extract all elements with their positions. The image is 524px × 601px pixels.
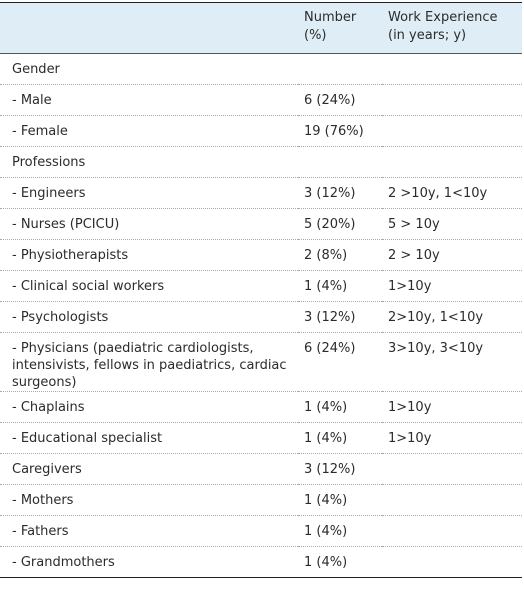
table-row: - Physicians (paediatric cardiologists, …: [0, 332, 522, 392]
header-cell: Number (%): [298, 2, 382, 54]
number-cell: 1 (4%): [298, 515, 382, 547]
number-cell: 1 (4%): [298, 484, 382, 516]
table-row: - Chaplains 1 (4%) 1>10y: [0, 391, 522, 423]
experience-cell: 3>10y, 3<10y: [382, 332, 522, 392]
table-row: - Educational specialist 1 (4%) 1>10y: [0, 422, 522, 454]
table-row: Professions: [0, 146, 522, 178]
experience-cell: 1>10y: [382, 422, 522, 454]
table-row: Gender: [0, 53, 522, 85]
experience-cell: [382, 453, 522, 485]
label-cell: - Fathers: [0, 515, 298, 547]
table-body: Gender - Male 6 (24%) - Female 19 (76%) Profe…: [0, 53, 522, 578]
number-cell: 1 (4%): [298, 270, 382, 302]
experience-cell: 5 > 10y: [382, 208, 522, 240]
table-row: - Mothers 1 (4%): [0, 484, 522, 516]
experience-cell: 2 >10y, 1<10y: [382, 177, 522, 209]
number-cell: 6 (24%): [298, 84, 382, 116]
label-cell: - Mothers: [0, 484, 298, 516]
number-cell: 3 (12%): [298, 301, 382, 333]
experience-cell: [382, 547, 522, 578]
experience-cell: 2 > 10y: [382, 239, 522, 271]
label-cell: Caregivers: [0, 453, 298, 485]
label-cell: - Clinical social workers: [0, 270, 298, 302]
number-cell: 6 (24%): [298, 332, 382, 392]
experience-cell: [382, 84, 522, 116]
label-cell: - Engineers: [0, 177, 298, 209]
experience-cell: 2>10y, 1<10y: [382, 301, 522, 333]
table-row: - Female 19 (76%): [0, 115, 522, 147]
label-cell: - Nurses (PCICU): [0, 208, 298, 240]
experience-cell: [382, 515, 522, 547]
number-cell: 19 (76%): [298, 115, 382, 147]
label-cell: Gender: [0, 53, 298, 85]
label-cell: - Chaplains: [0, 391, 298, 423]
table-row: - Male 6 (24%): [0, 84, 522, 116]
label-cell: - Physiotherapists: [0, 239, 298, 271]
label-cell: - Female: [0, 115, 298, 147]
label-cell: - Grandmothers: [12, 555, 115, 570]
label-cell: - Psychologists: [0, 301, 298, 333]
label-cell: Professions: [0, 146, 298, 178]
label-cell: - Physicians (paediatric cardiologists, …: [0, 332, 298, 392]
header-row: Number (%) Work Experience (in years; y): [0, 2, 522, 54]
table-row: - Engineers 3 (12%) 2 >10y, 1<10y: [0, 177, 522, 209]
experience-cell: [382, 115, 522, 147]
number-cell: 1 (4%): [298, 422, 382, 454]
experience-cell: [382, 484, 522, 516]
experience-cell: [382, 146, 522, 178]
number-cell: 1 (4%): [298, 391, 382, 423]
header-cell: Work Experience (in years; y): [382, 2, 522, 54]
number-cell: [298, 146, 382, 178]
experience-cell: 1>10y: [382, 270, 522, 302]
number-cell: 3 (12%): [298, 177, 382, 209]
table-row: - Clinical social workers 1 (4%) 1>10y: [0, 270, 522, 302]
table-row: - Psychologists 3 (12%) 2>10y, 1<10y: [0, 301, 522, 333]
number-cell: 5 (20%): [298, 208, 382, 240]
experience-cell: [382, 53, 522, 85]
number-cell: 1 (4%): [304, 555, 348, 570]
table-row: - Physiotherapists 2 (8%) 2 > 10y: [0, 239, 522, 271]
label-cell: - Educational specialist: [0, 422, 298, 454]
number-cell: 2 (8%): [298, 239, 382, 271]
table-row: - Fathers 1 (4%): [0, 515, 522, 547]
table-row: Caregivers 3 (12%): [0, 453, 522, 485]
header-cell: [0, 2, 298, 54]
number-cell: 3 (12%): [298, 453, 382, 485]
table-row: - Nurses (PCICU) 5 (20%) 5 > 10y: [0, 208, 522, 240]
number-cell: [298, 53, 382, 85]
data-table: Number (%) Work Experience (in years; y)…: [0, 2, 522, 578]
experience-cell: 1>10y: [382, 391, 522, 423]
label-cell: - Male: [0, 84, 298, 116]
table-row: - Grandmothers 1 (4%): [0, 547, 522, 578]
